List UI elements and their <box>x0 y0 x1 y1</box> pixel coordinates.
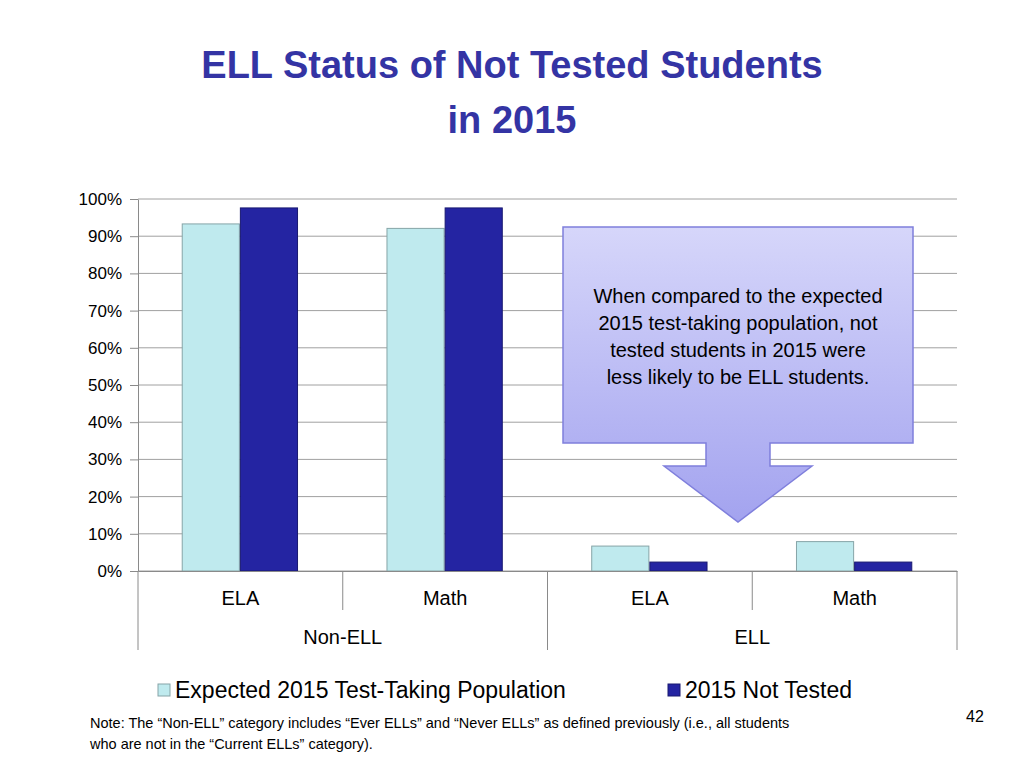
y-tick: 90% <box>88 227 138 246</box>
x-tick-label: ELA <box>631 587 669 609</box>
grid-line <box>138 199 957 200</box>
bar <box>182 224 239 571</box>
group-label: ELL <box>734 626 770 648</box>
category-separator <box>342 571 343 610</box>
y-tick-label: 0% <box>97 562 122 581</box>
x-tick-label: Math <box>423 587 467 609</box>
note: Note: The “Non-ELL” category includes “E… <box>89 715 789 752</box>
y-tick: 0% <box>97 562 138 581</box>
y-tick: 30% <box>88 450 138 469</box>
y-tick: 70% <box>88 302 138 321</box>
category-separator <box>957 571 958 650</box>
x-tick: Math <box>423 587 467 609</box>
y-tick: 100% <box>79 190 138 209</box>
legend-label: Expected 2015 Test-Taking Population <box>175 677 566 703</box>
y-tick-label: 70% <box>88 302 122 321</box>
x-tick: Math <box>832 587 876 609</box>
y-tick-label: 50% <box>88 376 122 395</box>
group-labels: Non-ELL ELL <box>303 626 770 648</box>
y-tick: 80% <box>88 264 138 283</box>
y-tick-mark <box>130 385 138 386</box>
y-tick: 50% <box>88 376 138 395</box>
y-tick-mark <box>130 459 138 460</box>
annotation-text: less likely to be ELL students. <box>607 366 870 388</box>
annotation-text: 2015 test-taking population, not <box>598 312 878 334</box>
page-number: 42 <box>966 708 984 725</box>
y-tick: 20% <box>88 488 138 507</box>
y-tick-label: 100% <box>79 190 122 209</box>
x-tick-label: ELA <box>221 587 259 609</box>
category-separator <box>138 571 139 650</box>
callout-shape <box>563 227 913 522</box>
y-tick-label: 20% <box>88 488 122 507</box>
y-tick-mark <box>130 497 138 498</box>
bar <box>240 208 297 571</box>
y-tick-label: 40% <box>88 413 122 432</box>
note-text: Note: The “Non-ELL” category includes “E… <box>90 715 789 731</box>
bar <box>650 562 707 571</box>
title-line: ELL Status of Not Tested Students <box>201 44 822 86</box>
legend-swatch <box>668 684 680 696</box>
y-tick-mark <box>130 571 138 572</box>
category-separator <box>752 571 753 610</box>
y-tick: 40% <box>88 413 138 432</box>
y-tick-label: 10% <box>88 525 122 544</box>
bar <box>387 228 444 571</box>
annotation-text: When compared to the expected <box>593 285 882 307</box>
y-tick-mark <box>130 348 138 349</box>
title: ELL Status of Not Tested Students in 2015 <box>201 44 822 141</box>
bar <box>855 562 912 571</box>
bar <box>592 546 649 571</box>
y-tick-mark <box>130 534 138 535</box>
y-tick-label: 30% <box>88 450 122 469</box>
category-separator <box>547 571 548 650</box>
y-tick-mark <box>130 273 138 274</box>
y-tick-mark <box>130 236 138 237</box>
grid <box>138 199 957 571</box>
group-label: Non-ELL <box>303 626 382 648</box>
x-tick: ELA <box>631 587 669 609</box>
y-tick-mark <box>130 422 138 423</box>
bar <box>796 542 853 571</box>
y-tick: 10% <box>88 525 138 544</box>
note-text: who are not in the “Current ELLs” catego… <box>89 736 373 752</box>
y-axis-line <box>138 200 139 572</box>
legend: Expected 2015 Test-Taking Population 2015… <box>158 677 852 703</box>
bar <box>445 208 502 571</box>
x-tick: ELA <box>221 587 259 609</box>
y-tick-label: 90% <box>88 227 122 246</box>
y-axis: 0% 10% 20% 30% 40% 50% 60% 70% 80% 90% 100% <box>79 190 139 581</box>
y-tick-label: 80% <box>88 264 122 283</box>
annotation-text: tested students in 2015 were <box>610 339 866 361</box>
legend-swatch <box>158 684 170 696</box>
annotation: When compared to the expected 2015 test-t… <box>563 227 913 522</box>
chart: ELL Status of Not Tested Students in 2015… <box>0 0 1024 768</box>
title-line: in 2015 <box>448 99 577 141</box>
y-tick-mark <box>130 311 138 312</box>
y-tick: 60% <box>88 339 138 358</box>
x-tick-label: Math <box>832 587 876 609</box>
category-separators <box>138 571 957 650</box>
legend-label: 2015 Not Tested <box>685 677 852 703</box>
y-tick-mark <box>130 199 138 200</box>
y-tick-label: 60% <box>88 339 122 358</box>
